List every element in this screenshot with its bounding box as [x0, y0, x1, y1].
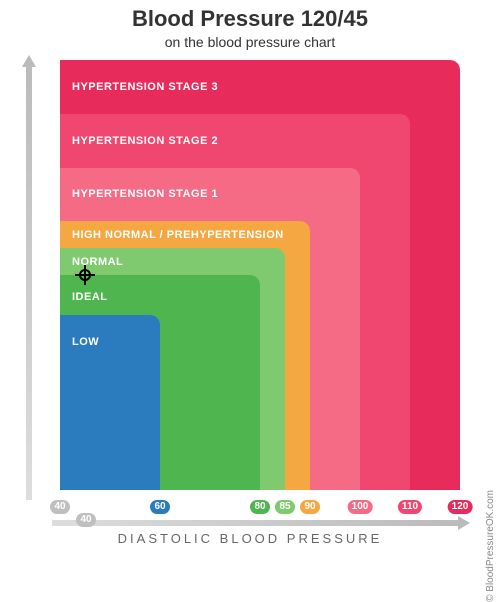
x-tick: 120 [448, 500, 473, 514]
x-tick: 85 [275, 500, 295, 514]
x-tick: 100 [348, 500, 373, 514]
y-axis-arrow [22, 55, 36, 500]
chart-subtitle: on the blood pressure chart [0, 34, 500, 50]
y-tick: 40 [76, 513, 96, 527]
x-tick: 80 [250, 500, 270, 514]
x-tick: 110 [398, 500, 422, 514]
x-tick: 40 [50, 500, 70, 514]
x-tick: 60 [150, 500, 170, 514]
title-block: Blood Pressure 120/45 on the blood press… [0, 0, 500, 50]
copyright-text: © BloodPressureOK.com [485, 490, 496, 602]
x-tick: 90 [300, 500, 320, 514]
bp-chart-container: Blood Pressure 120/45 on the blood press… [0, 0, 500, 550]
zone-label: HYPERTENSION STAGE 3 [72, 81, 218, 93]
x-axis-arrow [52, 516, 470, 530]
chart-title: Blood Pressure 120/45 [0, 6, 500, 32]
zone-label: HIGH NORMAL / PREHYPERTENSION [72, 229, 284, 241]
zone-label: IDEAL [72, 291, 108, 303]
chart-plot-area: HYPERTENSION STAGE 3 HYPERTENSION STAGE 2… [60, 60, 460, 490]
zone-label: LOW [72, 336, 99, 348]
zone-label: HYPERTENSION STAGE 2 [72, 135, 218, 147]
zone-label: HYPERTENSION STAGE 1 [72, 188, 218, 200]
x-axis-label: DIASTOLIC BLOOD PRESSURE [118, 531, 383, 546]
reading-marker [75, 265, 95, 285]
